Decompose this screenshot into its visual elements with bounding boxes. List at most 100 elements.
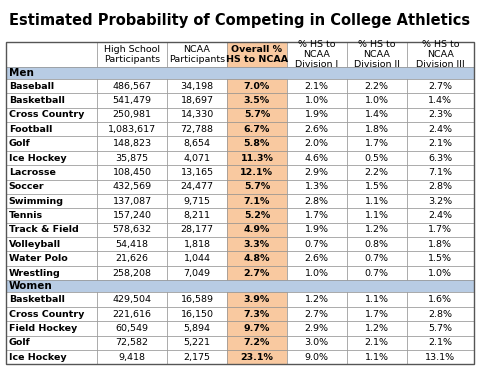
Text: 1.7%: 1.7% xyxy=(305,211,329,220)
Text: 9.0%: 9.0% xyxy=(305,353,329,362)
Text: 3.9%: 3.9% xyxy=(244,295,270,304)
Text: 2.4%: 2.4% xyxy=(429,125,453,134)
Bar xyxy=(97,151,167,165)
Text: 13.1%: 13.1% xyxy=(425,353,456,362)
Bar xyxy=(407,350,474,364)
Bar xyxy=(347,237,407,251)
Bar xyxy=(347,251,407,266)
Text: 5.2%: 5.2% xyxy=(244,211,270,220)
Text: 221,616: 221,616 xyxy=(112,309,152,319)
Bar xyxy=(6,42,474,364)
Text: 5.7%: 5.7% xyxy=(244,182,270,191)
Text: 108,450: 108,450 xyxy=(112,168,152,177)
Bar xyxy=(407,194,474,208)
Text: 2.2%: 2.2% xyxy=(365,168,389,177)
Text: 23.1%: 23.1% xyxy=(240,353,273,362)
Text: Tennis: Tennis xyxy=(9,211,43,220)
Bar xyxy=(287,180,347,194)
Bar xyxy=(347,137,407,151)
Bar xyxy=(407,122,474,137)
Bar xyxy=(227,293,287,307)
Text: 1.1%: 1.1% xyxy=(365,211,389,220)
Text: 0.8%: 0.8% xyxy=(365,240,389,249)
Bar xyxy=(167,93,227,108)
Text: 1.6%: 1.6% xyxy=(429,295,453,304)
Bar xyxy=(97,137,167,151)
Bar xyxy=(287,79,347,93)
Bar xyxy=(287,137,347,151)
Text: 3.5%: 3.5% xyxy=(244,96,270,105)
Text: 1.2%: 1.2% xyxy=(305,295,329,304)
Bar xyxy=(287,237,347,251)
Bar xyxy=(347,223,407,237)
Text: 1.1%: 1.1% xyxy=(365,295,389,304)
Bar xyxy=(97,180,167,194)
Text: 486,567: 486,567 xyxy=(112,82,152,91)
Text: Women: Women xyxy=(9,281,53,291)
Bar xyxy=(287,108,347,122)
Bar xyxy=(407,79,474,93)
Text: Track & Field: Track & Field xyxy=(9,226,78,234)
Text: 1.8%: 1.8% xyxy=(429,240,453,249)
Text: % HS to
NCAA
Division I: % HS to NCAA Division I xyxy=(295,40,338,70)
Text: 1.0%: 1.0% xyxy=(429,269,453,277)
Text: 28,177: 28,177 xyxy=(180,226,214,234)
Text: 2.9%: 2.9% xyxy=(305,168,329,177)
Text: Football: Football xyxy=(9,125,52,134)
Bar xyxy=(167,223,227,237)
Text: 1.7%: 1.7% xyxy=(365,309,389,319)
Bar xyxy=(347,266,407,280)
Bar xyxy=(287,165,347,180)
Bar xyxy=(97,223,167,237)
Text: Volleyball: Volleyball xyxy=(9,240,61,249)
Bar xyxy=(407,321,474,336)
Bar xyxy=(97,79,167,93)
Bar xyxy=(347,108,407,122)
Text: 16,589: 16,589 xyxy=(180,295,214,304)
Text: 18,697: 18,697 xyxy=(180,96,214,105)
Bar xyxy=(227,122,287,137)
Text: 1.9%: 1.9% xyxy=(305,110,329,119)
Text: 541,479: 541,479 xyxy=(112,96,152,105)
Bar xyxy=(227,237,287,251)
Bar xyxy=(97,122,167,137)
Text: 9,418: 9,418 xyxy=(119,353,145,362)
Bar xyxy=(227,251,287,266)
Text: 429,504: 429,504 xyxy=(112,295,152,304)
Bar xyxy=(97,266,167,280)
Text: 4.6%: 4.6% xyxy=(305,153,329,163)
Bar xyxy=(227,208,287,223)
Bar xyxy=(6,180,97,194)
Bar xyxy=(287,336,347,350)
Text: 2.1%: 2.1% xyxy=(429,338,453,347)
Bar xyxy=(407,180,474,194)
Bar xyxy=(227,223,287,237)
Bar xyxy=(6,122,97,137)
Bar xyxy=(227,79,287,93)
Text: 578,632: 578,632 xyxy=(112,226,152,234)
Text: 8,211: 8,211 xyxy=(183,211,211,220)
Text: 0.7%: 0.7% xyxy=(365,269,389,277)
Bar xyxy=(407,223,474,237)
Bar xyxy=(227,42,287,67)
Text: 1,044: 1,044 xyxy=(183,254,211,263)
Text: Cross Country: Cross Country xyxy=(9,309,84,319)
Bar xyxy=(97,165,167,180)
Text: 1.9%: 1.9% xyxy=(305,226,329,234)
Bar xyxy=(287,223,347,237)
Text: 0.7%: 0.7% xyxy=(365,254,389,263)
Bar xyxy=(347,321,407,336)
Bar xyxy=(287,122,347,137)
Bar xyxy=(167,307,227,321)
Bar xyxy=(227,165,287,180)
Text: 21,626: 21,626 xyxy=(116,254,148,263)
Bar xyxy=(6,251,97,266)
Bar xyxy=(287,321,347,336)
Bar xyxy=(347,180,407,194)
Text: 2.8%: 2.8% xyxy=(429,309,453,319)
Text: 7,049: 7,049 xyxy=(183,269,211,277)
Text: % HS to
NCAA
Division III: % HS to NCAA Division III xyxy=(416,40,465,70)
Bar xyxy=(227,180,287,194)
Text: High School
Participants: High School Participants xyxy=(104,45,160,64)
Text: Water Polo: Water Polo xyxy=(9,254,67,263)
